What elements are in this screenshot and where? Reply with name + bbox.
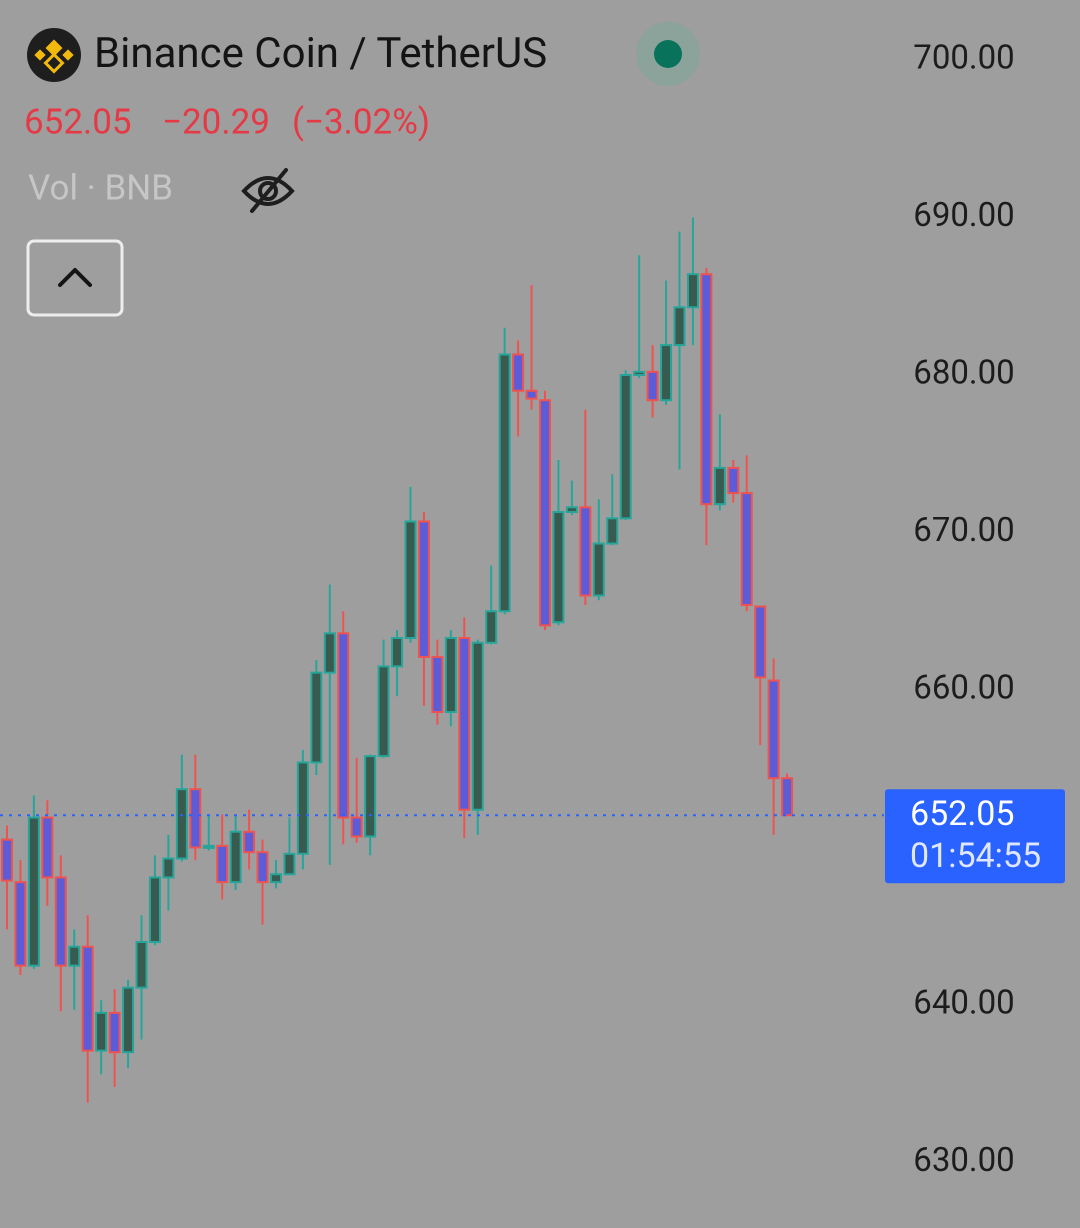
- candle-body: [633, 370, 646, 376]
- candle-body: [740, 492, 753, 606]
- candle-body: [458, 637, 471, 811]
- candle-body: [592, 542, 605, 597]
- candle-body: [377, 665, 390, 758]
- candle-body: [1, 838, 13, 882]
- candle-body: [296, 761, 309, 855]
- candle-body: [189, 788, 202, 849]
- candle-body: [202, 844, 215, 849]
- candle-body: [471, 641, 484, 811]
- candle-body: [81, 945, 94, 1052]
- candle-body: [660, 344, 673, 402]
- candle-body: [686, 273, 699, 309]
- candle-body: [122, 986, 135, 1054]
- candle-body: [498, 353, 511, 613]
- coin-logo: [34, 39, 74, 74]
- y-tick-label: 630.00: [913, 1141, 1014, 1180]
- candle-body: [323, 632, 336, 674]
- status-dot: [654, 40, 682, 68]
- candle-body: [713, 466, 726, 506]
- y-tick-label: 670.00: [913, 511, 1014, 550]
- candle-body: [781, 777, 794, 817]
- y-tick-label: 680.00: [913, 354, 1014, 393]
- candle-body: [525, 389, 538, 400]
- y-tick-label: 690.00: [913, 196, 1014, 235]
- plot-area: [0, 217, 884, 1103]
- candle-body: [95, 1011, 108, 1052]
- candle-body: [673, 306, 686, 347]
- candle-body: [243, 830, 256, 854]
- candle-body: [579, 506, 592, 597]
- hide-toggle[interactable]: [241, 168, 295, 213]
- price-label-box: [885, 789, 1065, 884]
- price-change-percent: (−3.02%): [292, 101, 430, 142]
- candle-body: [512, 353, 525, 392]
- candle-body: [391, 637, 404, 668]
- candle-body: [148, 876, 161, 943]
- candle-body: [27, 816, 40, 967]
- candle-body: [108, 1011, 121, 1054]
- candle-body: [485, 610, 498, 644]
- candle-body: [364, 755, 377, 838]
- volume-label: Vol · BNB: [28, 167, 173, 208]
- candle-body: [646, 370, 659, 402]
- candle-body: [216, 844, 229, 884]
- candle-body: [54, 876, 67, 967]
- candle-body: [431, 655, 444, 714]
- y-tick-label: 660.00: [913, 669, 1014, 708]
- candle-body: [229, 830, 242, 884]
- candle-body: [283, 852, 296, 876]
- candle-body: [404, 520, 417, 640]
- candle-body: [767, 679, 780, 780]
- candle-body: [606, 517, 619, 545]
- candle-body: [337, 632, 350, 819]
- candle-body: [700, 273, 713, 506]
- candle-body: [68, 945, 81, 967]
- candle-body: [14, 881, 27, 967]
- last-price: 652.05: [24, 101, 132, 142]
- candle-body: [41, 816, 54, 879]
- candle-body: [270, 873, 282, 884]
- candle-body: [256, 851, 269, 884]
- chart-title: Binance Coin / TetherUS: [94, 29, 547, 78]
- price-change: −20.29: [162, 101, 270, 142]
- candle-body: [135, 940, 148, 989]
- candle-body: [175, 788, 188, 860]
- countdown: 01:54:55: [910, 836, 1041, 876]
- candle-body: [350, 816, 363, 838]
- candle-body: [162, 857, 175, 879]
- candle-body: [539, 399, 551, 627]
- candle-body: [727, 466, 740, 495]
- candle-body: [565, 506, 578, 514]
- candle-body: [619, 373, 632, 520]
- candle-body: [444, 637, 457, 714]
- candle-body: [552, 511, 565, 624]
- price-axis: 630.00 640.00 660.00 670.00 680.00 690.00 700.…: [885, 39, 1065, 1180]
- candle-body: [417, 520, 430, 658]
- collapse-button[interactable]: [26, 239, 124, 317]
- candle-body: [754, 605, 767, 679]
- y-tick-label: 700.00: [913, 39, 1014, 78]
- price-label: 652.05: [910, 794, 1015, 834]
- y-tick-label: 640.00: [913, 984, 1014, 1023]
- candle-body: [310, 671, 323, 764]
